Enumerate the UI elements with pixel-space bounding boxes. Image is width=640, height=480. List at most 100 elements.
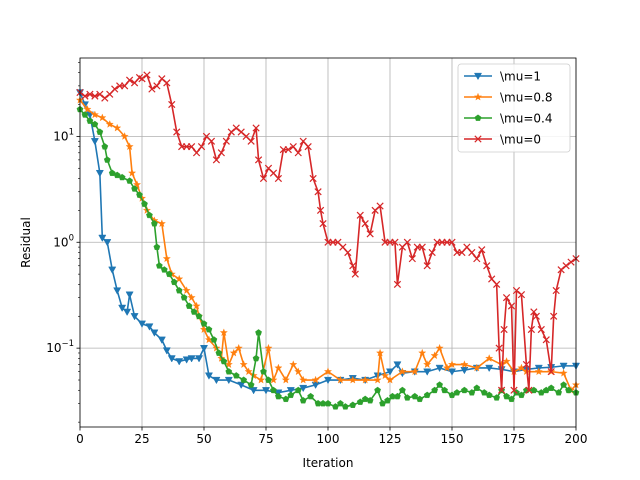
data-point — [385, 368, 395, 376]
data-point — [294, 149, 302, 157]
x-tick-label: 50 — [196, 432, 211, 446]
data-point — [374, 386, 381, 394]
data-point — [150, 329, 159, 337]
data-point — [307, 392, 315, 400]
data-point — [460, 367, 469, 375]
data-point — [207, 137, 216, 145]
data-point — [111, 85, 119, 93]
data-point — [118, 173, 126, 181]
data-point — [344, 248, 352, 257]
data-point — [254, 156, 263, 164]
x-tick-label: 175 — [503, 432, 526, 446]
data-point — [133, 180, 142, 189]
legend-label: \mu=0.4 — [500, 112, 552, 126]
data-point — [90, 110, 99, 119]
data-point — [299, 384, 308, 393]
data-point — [195, 355, 204, 363]
data-point — [500, 325, 508, 334]
data-point — [289, 143, 297, 151]
legend-label: \mu=0 — [500, 133, 541, 147]
data-point — [98, 113, 107, 122]
data-point — [247, 381, 255, 388]
data-point — [83, 105, 92, 113]
data-point — [217, 149, 225, 157]
data-point — [557, 266, 565, 274]
data-point — [478, 246, 486, 254]
data-point — [91, 120, 99, 128]
data-point — [281, 375, 290, 384]
legend-label: \mu=0.8 — [500, 91, 552, 105]
data-point — [225, 368, 233, 375]
data-point — [125, 76, 134, 84]
legend-swatch-marker — [473, 72, 483, 81]
legend-swatch-marker — [473, 92, 483, 101]
data-point — [286, 387, 295, 395]
data-point — [157, 219, 166, 228]
data-point — [182, 356, 191, 364]
data-point — [502, 357, 511, 365]
data-point — [468, 248, 476, 257]
data-point — [507, 302, 516, 310]
data-point — [398, 367, 407, 376]
data-point — [435, 364, 444, 373]
data-point — [522, 360, 531, 369]
data-point — [137, 320, 147, 328]
data-point — [86, 117, 94, 124]
data-point — [98, 234, 107, 243]
data-point — [461, 386, 468, 394]
data-point — [192, 149, 201, 157]
data-point — [443, 363, 452, 372]
data-point — [249, 387, 258, 395]
data-point — [113, 171, 121, 179]
data-point — [195, 312, 203, 320]
data-point — [294, 367, 303, 376]
x-tick-label: 0 — [76, 432, 84, 446]
data-point — [447, 368, 457, 376]
data-point — [319, 219, 327, 228]
x-axis-label: Iteration — [303, 456, 354, 470]
data-point — [153, 243, 161, 250]
data-point — [229, 348, 238, 357]
data-point — [394, 392, 401, 400]
data-point — [227, 128, 235, 136]
data-point — [525, 386, 533, 394]
data-point — [108, 169, 116, 176]
data-point — [309, 174, 317, 183]
data-point — [304, 143, 312, 151]
data-point — [485, 364, 494, 373]
data-point — [101, 143, 109, 150]
data-point — [81, 92, 89, 100]
data-point — [530, 386, 538, 394]
data-point — [162, 254, 171, 263]
data-point — [349, 401, 357, 408]
data-point — [410, 367, 419, 376]
data-point — [128, 168, 137, 177]
data-point — [441, 386, 448, 394]
data-point — [108, 266, 117, 274]
data-point — [255, 329, 262, 336]
data-point — [376, 202, 384, 210]
data-point — [239, 360, 248, 368]
data-point — [96, 128, 104, 135]
data-point — [403, 238, 411, 246]
data-point — [155, 262, 163, 269]
data-point — [120, 132, 129, 140]
data-point — [534, 367, 543, 376]
data-point — [287, 391, 295, 398]
data-point — [453, 389, 461, 396]
data-point — [423, 391, 431, 398]
data-point — [175, 274, 184, 283]
legend-label: \mu=1 — [500, 70, 541, 84]
data-point — [146, 211, 153, 219]
data-point — [113, 287, 122, 295]
data-point — [175, 286, 183, 294]
y-tick-label: 101 — [53, 127, 74, 143]
series-2 — [76, 105, 580, 410]
data-point — [555, 389, 563, 396]
data-point — [294, 386, 302, 394]
data-point — [123, 308, 132, 317]
data-point — [299, 396, 307, 404]
data-point — [86, 90, 94, 98]
data-point — [259, 174, 268, 183]
data-point — [95, 169, 104, 178]
